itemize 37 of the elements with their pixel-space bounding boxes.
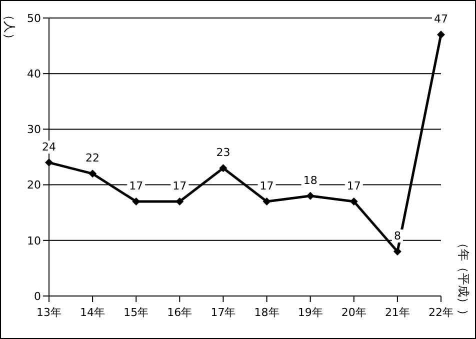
- x-tick-label: 15年: [124, 306, 149, 319]
- point: [306, 192, 314, 200]
- x-tick-label: 19年: [298, 306, 323, 319]
- point: [219, 164, 228, 172]
- x-tick-label: 17年: [210, 306, 236, 319]
- data-label: 17: [172, 179, 187, 192]
- point: [88, 170, 97, 178]
- x-tick-label: 20年: [341, 306, 366, 319]
- y-tick-label: 40: [27, 68, 41, 81]
- data-label: 17: [129, 179, 144, 192]
- x-tick-label: 14年: [80, 306, 106, 319]
- data-label: 17: [260, 179, 274, 192]
- data-label: 22: [86, 152, 100, 165]
- y-tick-label: 50: [27, 12, 41, 25]
- y-axis-title: （人）: [2, 9, 17, 45]
- point: [393, 248, 402, 256]
- x-tick-label: 21年: [384, 306, 410, 319]
- y-tick-label: 20: [27, 178, 41, 192]
- data-label: 24: [42, 140, 56, 154]
- data-label: 47: [434, 12, 448, 26]
- x-tick-label: 22年: [428, 306, 454, 319]
- data-label: 8: [394, 230, 401, 243]
- data-label: 23: [216, 146, 230, 160]
- point: [350, 197, 358, 206]
- x-tick-label: 16年: [167, 306, 192, 319]
- point: [176, 197, 184, 206]
- point: [262, 197, 271, 206]
- x-tick-label: 18年: [254, 306, 280, 319]
- y-tick-label: 0: [34, 290, 41, 303]
- data-label: 17: [346, 179, 361, 192]
- y-tick-label: 30: [27, 123, 41, 136]
- data-label: 18: [303, 174, 318, 187]
- x-tick-label: 13年: [36, 306, 62, 319]
- point: [437, 30, 445, 39]
- text: （年（平成））: [456, 237, 471, 321]
- point: [45, 158, 53, 167]
- y-tick-label: 10: [27, 234, 41, 248]
